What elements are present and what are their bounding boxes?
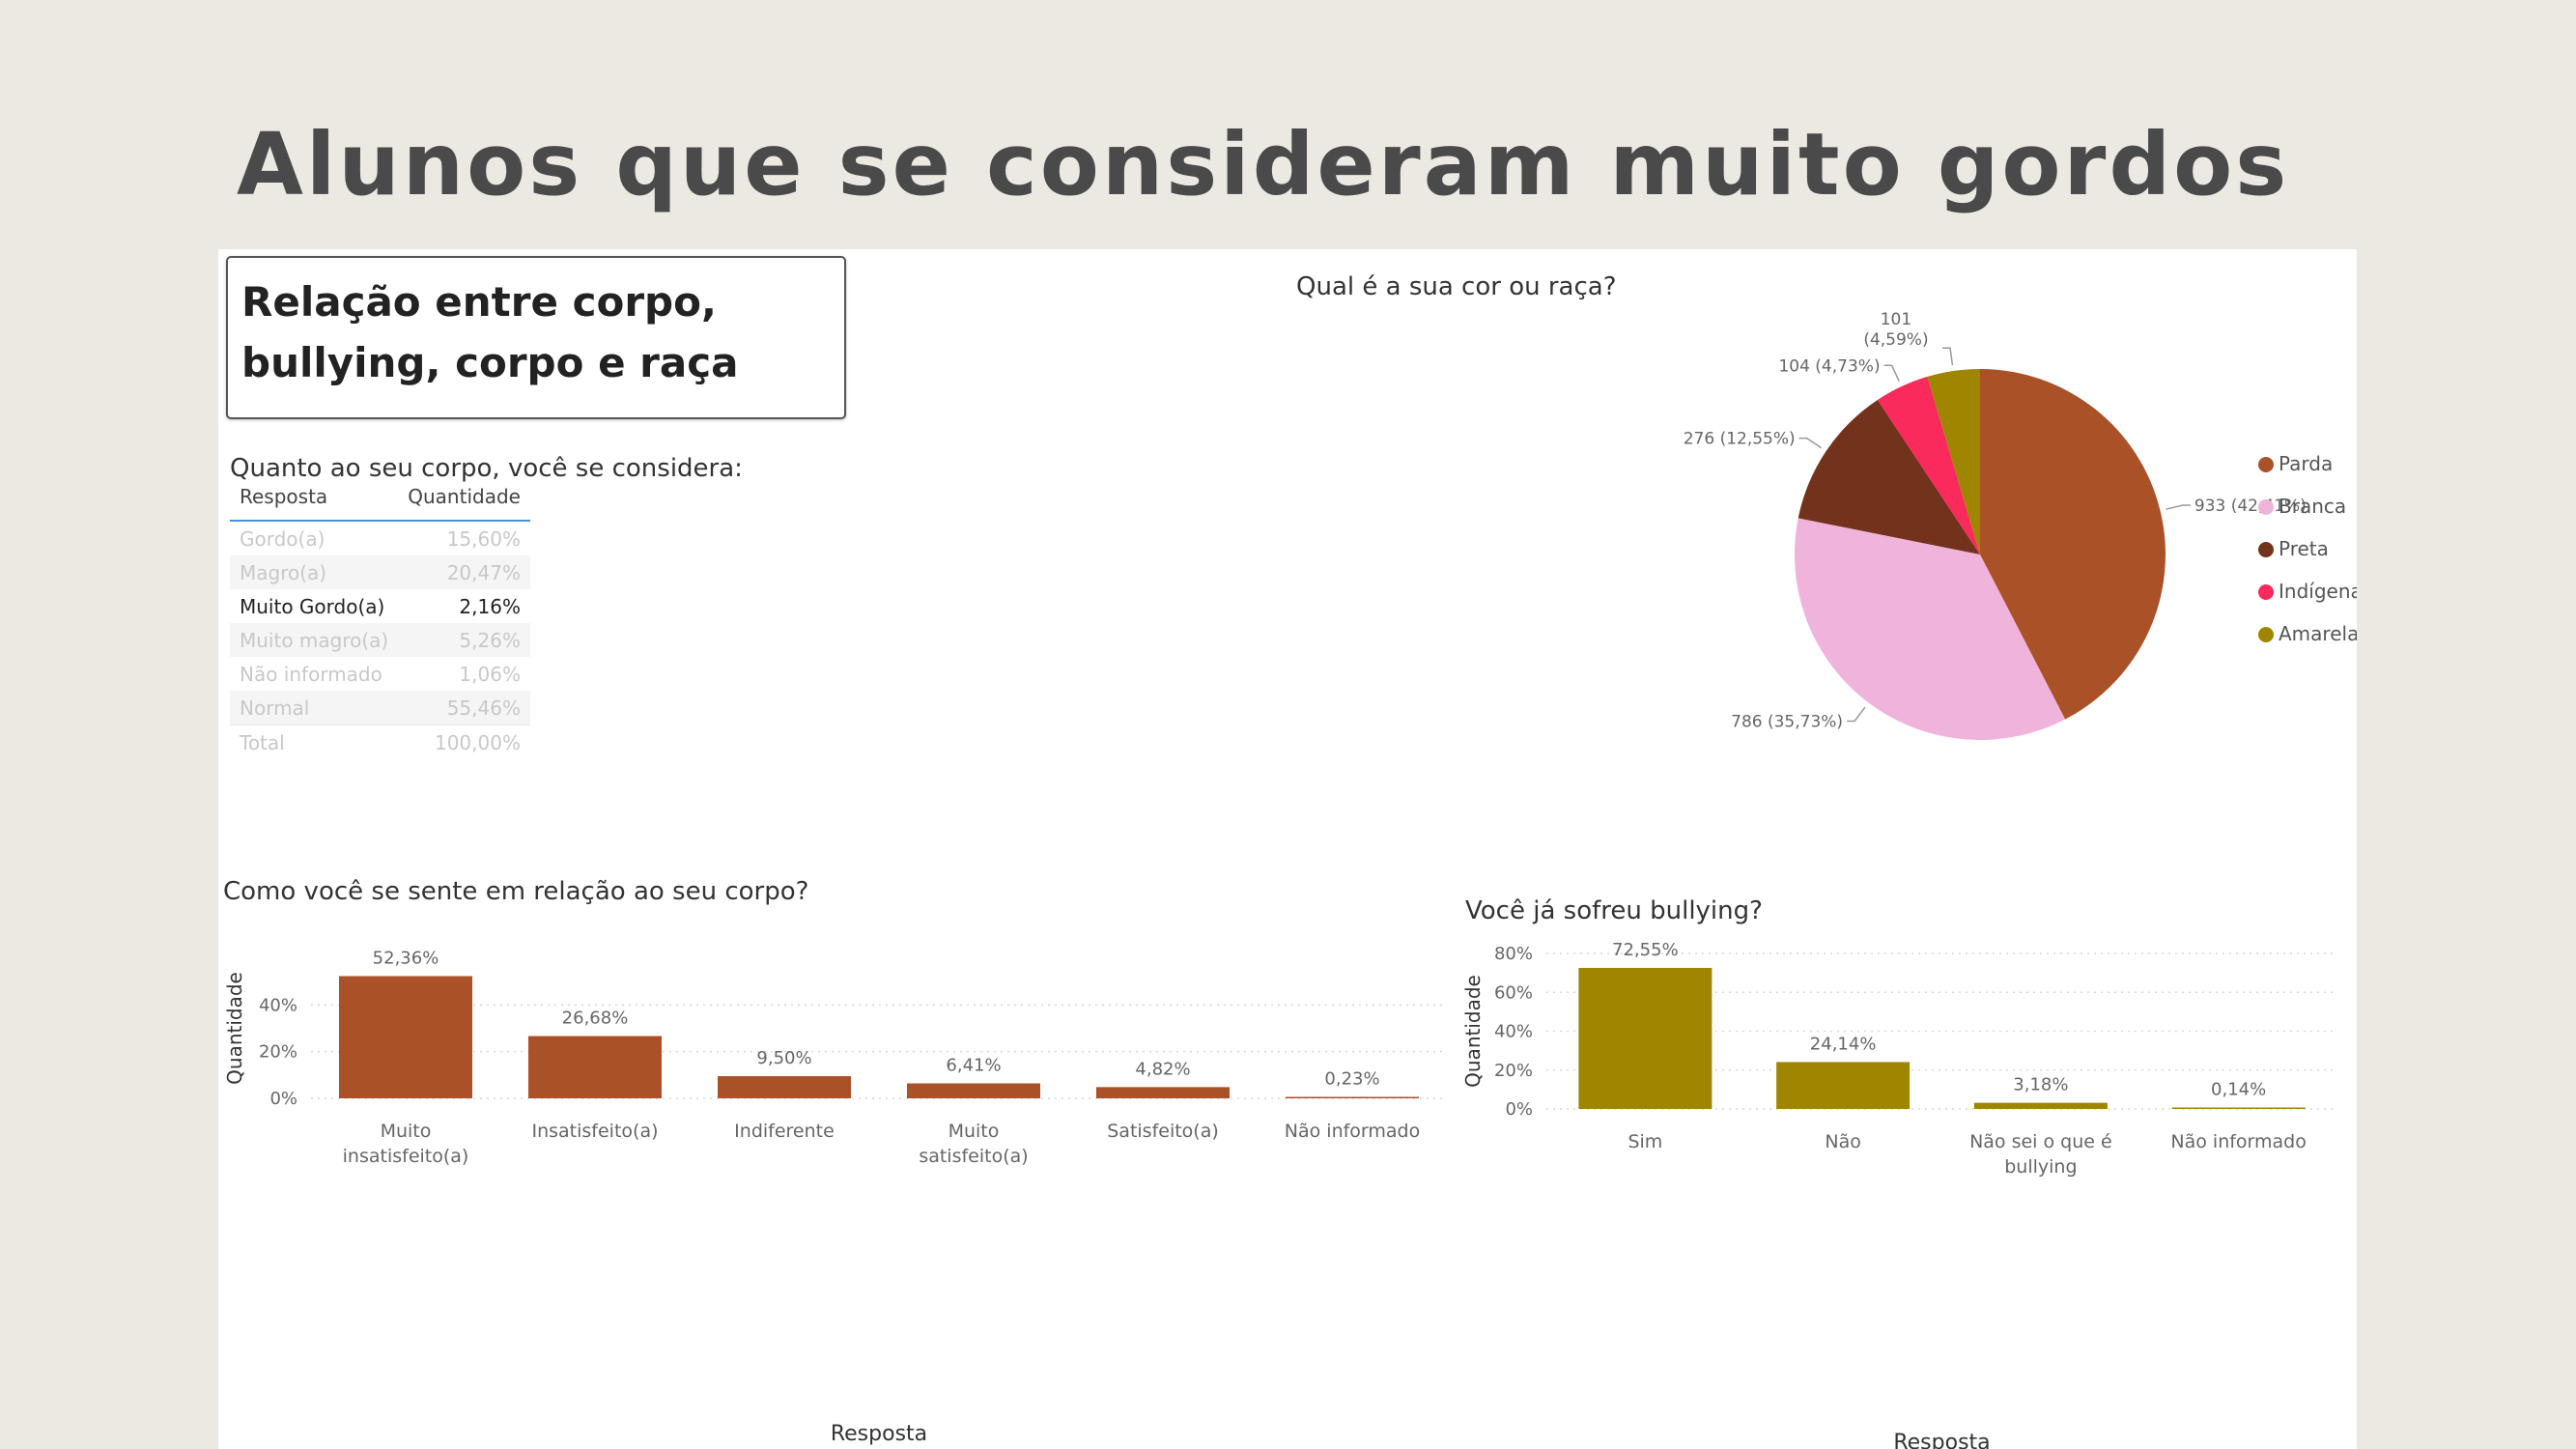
bar-data-label: 0,14% [2211, 1080, 2266, 1100]
y-tick-label: 40% [259, 995, 297, 1015]
table-row[interactable]: Magro(a) 20,47% [230, 555, 530, 589]
table-cell-value: 2,16% [398, 589, 530, 623]
y-axis-title: Quantidade [223, 972, 246, 1085]
table-row[interactable]: Gordo(a) 15,60% [230, 521, 530, 555]
y-tick-label: 20% [1494, 1061, 1533, 1081]
table-cell-value: 15,60% [398, 521, 530, 555]
x-category-label: Muito insatisfeito(a) [343, 1121, 469, 1167]
bar-4 [1096, 1087, 1230, 1098]
table-row[interactable]: Muito magro(a) 5,26% [230, 623, 530, 657]
bar-data-label: 52,36% [373, 948, 439, 968]
bullying-bar-chart[interactable]: 0% 20% 40% 60% 80% 72,55% Sim 24,14% Não 3,18% Não… [1458, 925, 2357, 1449]
pie-leader-line [1942, 348, 1953, 365]
bar-3 [2172, 1108, 2306, 1110]
report-heading-box: Relação entre corpo, bullying, corpo e r… [226, 256, 846, 419]
y-tick-label: 40% [1494, 1022, 1533, 1042]
bar-0 [339, 976, 472, 1098]
bar-1 [1776, 1062, 1910, 1109]
legend-label-branca: Branca [2279, 495, 2346, 518]
legend-label-indígena: Indígena [2279, 580, 2357, 603]
x-category-label: Não informado [2170, 1131, 2306, 1152]
body-perception-table: Resposta Quantidade Gordo(a) 15,60% Magr… [230, 481, 530, 759]
slide-title: Alunos que se consideram muito gordos [237, 114, 2289, 214]
table-total-row: Total 100,00% [230, 725, 530, 760]
legend-label-preta: Preta [2279, 537, 2329, 560]
pie-data-label: 786 (35,73%) [1731, 713, 1843, 732]
x-category-label: Insatisfeito(a) [531, 1121, 658, 1142]
legend-marker-amarela [2258, 627, 2274, 642]
table-cell-label: Total [230, 725, 398, 760]
legend-marker-parda [2258, 457, 2274, 472]
bar-data-label: 24,14% [1810, 1034, 1877, 1054]
bar-data-label: 26,68% [562, 1009, 629, 1029]
y-tick-label: 60% [1494, 982, 1533, 1003]
table-cell-value: 55,46% [398, 691, 530, 725]
race-pie-chart[interactable]: 933 (42,41%) 786 (35,73%) 276 (12,55%) 104 … [1377, 249, 2357, 790]
table-cell-label: Gordo(a) [230, 521, 398, 555]
legend-marker-branca [2258, 499, 2274, 515]
pie-leader-line [1847, 707, 1865, 721]
table-cell-label: Muito Gordo(a) [230, 589, 398, 623]
report-canvas: Relação entre corpo, bullying, corpo e r… [218, 249, 2357, 1449]
bar-data-label: 6,41% [946, 1056, 1001, 1076]
bar-data-label: 0,23% [1324, 1069, 1379, 1090]
x-category-label: Não informado [1285, 1121, 1420, 1142]
feel-chart-title: Como você se sente em relação ao seu cor… [223, 877, 808, 906]
x-category-label: Satisfeito(a) [1107, 1121, 1219, 1142]
table-cell-value: 20,47% [398, 555, 530, 589]
legend-marker-indígena [2258, 584, 2274, 600]
table-cell-label: Magro(a) [230, 555, 398, 589]
x-axis-title: Resposta [1893, 1431, 1990, 1449]
table-cell-value: 5,26% [398, 623, 530, 657]
bar-3 [907, 1084, 1040, 1098]
x-category-label: Não [1825, 1131, 1860, 1152]
x-category-label: Sim [1628, 1131, 1662, 1152]
bar-2 [1974, 1103, 2108, 1109]
body-table-title: Quanto ao seu corpo, você se considera: [230, 454, 743, 483]
table-header-quantidade[interactable]: Quantidade [398, 481, 530, 521]
bar-data-label: 3,18% [2013, 1075, 2068, 1095]
legend-label-amarela: Amarela [2279, 622, 2357, 645]
x-category-label: Muito satisfeito(a) [919, 1121, 1028, 1167]
bar-data-label: 72,55% [1612, 940, 1679, 960]
bar-0 [1578, 968, 1712, 1109]
y-tick-label: 0% [1505, 1099, 1533, 1120]
x-category-label: Indiferente [734, 1121, 835, 1142]
x-category-label: Não sei o que é bullying [1969, 1131, 2112, 1178]
bar-5 [1286, 1097, 1419, 1099]
bar-2 [718, 1076, 851, 1098]
pie-leader-line [2166, 505, 2191, 509]
pie-leader-line [1799, 439, 1822, 448]
table-row-highlighted[interactable]: Muito Gordo(a) 2,16% [230, 589, 530, 623]
legend-marker-preta [2258, 542, 2274, 557]
y-axis-title: Quantidade [1461, 975, 1485, 1088]
table-header-resposta[interactable]: Resposta [230, 481, 398, 521]
bar-data-label: 4,82% [1135, 1059, 1190, 1079]
table-cell-label: Muito magro(a) [230, 623, 398, 657]
y-tick-label: 20% [259, 1042, 297, 1063]
y-tick-label: 0% [269, 1089, 297, 1109]
pie-data-label: 101 (4,59%) [1863, 310, 1928, 350]
table-cell-value: 1,06% [398, 657, 530, 691]
body-feeling-bar-chart[interactable]: 0% 20% 40% 52,36% Muito insatisfeito(a) 26,68%… [218, 916, 1455, 1449]
report-heading: Relação entre corpo, bullying, corpo e r… [241, 271, 831, 393]
table-cell-label: Normal [230, 691, 398, 725]
pie-data-label: 276 (12,55%) [1684, 430, 1796, 449]
legend-label-parda: Parda [2279, 452, 2333, 475]
table-cell-value: 100,00% [398, 725, 530, 760]
bar-data-label: 9,50% [756, 1048, 811, 1068]
y-tick-label: 80% [1494, 944, 1533, 964]
bully-chart-title: Você já sofreu bullying? [1465, 896, 1763, 925]
table-cell-label: Não informado [230, 657, 398, 691]
pie-leader-line [1884, 365, 1900, 381]
pie-data-label: 104 (4,73%) [1778, 356, 1880, 376]
table-row[interactable]: Não informado 1,06% [230, 657, 530, 691]
x-axis-title: Resposta [831, 1422, 927, 1446]
bar-1 [528, 1037, 662, 1098]
table-row[interactable]: Normal 55,46% [230, 691, 530, 725]
